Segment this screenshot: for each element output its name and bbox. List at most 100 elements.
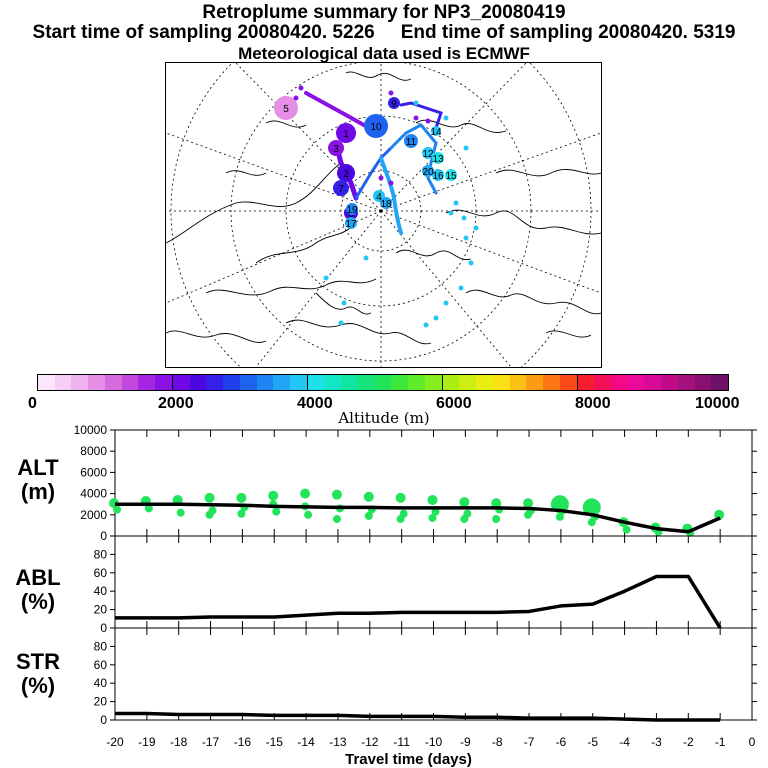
trajectory-marker-small [473, 225, 479, 231]
colorbar-swatch-23 [424, 375, 442, 390]
x-tick-label: -1 [715, 735, 726, 749]
trajectory-marker-12: 12 [422, 147, 434, 160]
trajectory-marker-small [443, 300, 449, 306]
alt-cluster-dot [205, 510, 214, 519]
colorbar-swatch-13 [256, 375, 274, 390]
x-tick-label: -19 [138, 735, 156, 749]
colorbar-swatch-0 [38, 375, 55, 390]
trajectory-marker-20: 20 [422, 165, 434, 178]
series-line-alt [115, 502, 721, 534]
colorbar-swatch-6 [138, 375, 156, 390]
alt-cluster-dot [395, 492, 406, 503]
alt-cluster-dot [428, 513, 437, 522]
trajectory-marker-2: 2 [337, 164, 355, 182]
y-tick-label: 6000 [80, 465, 107, 479]
altitude-colorbar [37, 374, 729, 391]
trajectory-marker-dot [404, 134, 418, 148]
colorbar-swatch-16 [306, 375, 325, 390]
trajectory-marker-14: 14 [430, 126, 442, 138]
trajectory-marker-small [388, 90, 394, 96]
trajectory-marker-dot [333, 180, 349, 196]
colorbar-swatch-19 [357, 375, 375, 390]
alt-cluster-dot [582, 498, 601, 517]
y-tick-label: 2000 [80, 508, 107, 522]
panel-alt: 0 2000 4000 6000 8000 10000 [74, 423, 757, 543]
alt-cluster-dot [236, 492, 247, 503]
trajectory-marker-15: 15 [445, 169, 457, 182]
trajectory-marker-small [413, 115, 419, 121]
x-tick-label: -10 [425, 735, 443, 749]
trajectory-marker-dot [364, 114, 388, 138]
alt-cluster-dot [144, 504, 153, 513]
trajectory-marker-small [388, 180, 394, 186]
colorbar-swatch-3 [88, 375, 105, 390]
trajectory-marker-small [453, 200, 459, 206]
alt-cluster-dot [176, 508, 185, 517]
sampling-times: Start time of sampling 20080420. 5226 End… [0, 22, 768, 44]
y-tick-label: 4000 [80, 487, 107, 501]
trajectory-marker-small [423, 322, 429, 328]
x-axis-title: Travel time (days) [345, 751, 472, 768]
x-tick-label: -6 [556, 735, 567, 749]
trajectory-marker-dot [432, 152, 444, 164]
trajectory-marker-dot [380, 197, 392, 209]
trajectory-marker-small [293, 95, 299, 101]
trajectory-marker-dot [274, 96, 298, 120]
alt-cluster-dot [304, 510, 313, 519]
alt-cluster-dot [587, 518, 596, 527]
trajectory-marker-dot [336, 123, 356, 143]
alt-cluster-dot [300, 488, 311, 499]
trajectory-marker-10: 10 [364, 114, 388, 138]
trajectory-marker-dot [345, 217, 357, 229]
x-tick-label: -14 [297, 735, 315, 749]
trajectory-path-south [379, 156, 403, 235]
trajectory-marker-label: 12 [422, 149, 434, 160]
colorbar-swatch-21 [391, 375, 409, 390]
y-tick-label: 80 [94, 547, 108, 561]
alt-cluster-dot [427, 494, 438, 505]
x-tick-label: -8 [492, 735, 503, 749]
trajectory-marker-17: 17 [345, 217, 357, 230]
x-tick-label: -3 [651, 735, 662, 749]
trajectory-marker-label: 19 [346, 205, 358, 216]
alt-cluster-dot [460, 515, 469, 524]
alt-cluster-dot [113, 505, 121, 514]
alt-cluster-dot [459, 497, 470, 508]
alt-cluster-dot [396, 515, 405, 524]
colorbar-tick-10000: 10000 [695, 395, 740, 412]
trajectory-marker-label: 2 [343, 169, 349, 180]
colorbar-tick-0: 0 [28, 395, 37, 412]
colorbar-swatch-26 [476, 375, 493, 390]
colorbar-swatch-14 [273, 375, 291, 390]
colorbar-swatch-24 [441, 375, 460, 390]
trajectory-marker-label: 14 [430, 127, 442, 138]
colorbar-swatch-5 [121, 375, 139, 390]
trajectory-marker-label: 17 [345, 219, 357, 230]
trajectory-path-mid [389, 123, 423, 150]
trajectory-path-north [399, 101, 443, 130]
colorbar-swatch-34 [610, 375, 628, 390]
alt-cluster-dot [332, 515, 341, 524]
colorbar-swatch-10 [206, 375, 224, 390]
trajectory-marker-dot [432, 169, 444, 181]
colorbar-swatch-37 [661, 375, 678, 390]
colorbar-tick-6000: 6000 [436, 395, 472, 412]
x-tick-label: -16 [234, 735, 252, 749]
trajectory-marker-dot [346, 203, 358, 215]
x-tick-label: -7 [524, 735, 535, 749]
x-axis: -20 -19 -18 -17 -16 -15 -14 -13 -12 -11 -10 -9 -8 -7-… [106, 735, 755, 768]
trajectory-marker-small [443, 115, 449, 121]
colorbar-swatch-33 [594, 375, 611, 390]
trajectory-marker-small [468, 260, 474, 266]
alt-cluster-dot [555, 512, 564, 521]
trajectory-marker-dot [422, 165, 434, 177]
trajectory-marker-small [433, 315, 439, 321]
colorbar-swatch-11 [223, 375, 240, 390]
trajectory-marker-small [323, 275, 329, 281]
colorbar-swatch-25 [459, 375, 477, 390]
colorbar-title: Altitude (m) [338, 409, 430, 427]
trajectory-marker-dot [422, 147, 434, 159]
x-tick-label: -11 [393, 735, 410, 749]
colorbar-swatch-31 [559, 375, 577, 390]
